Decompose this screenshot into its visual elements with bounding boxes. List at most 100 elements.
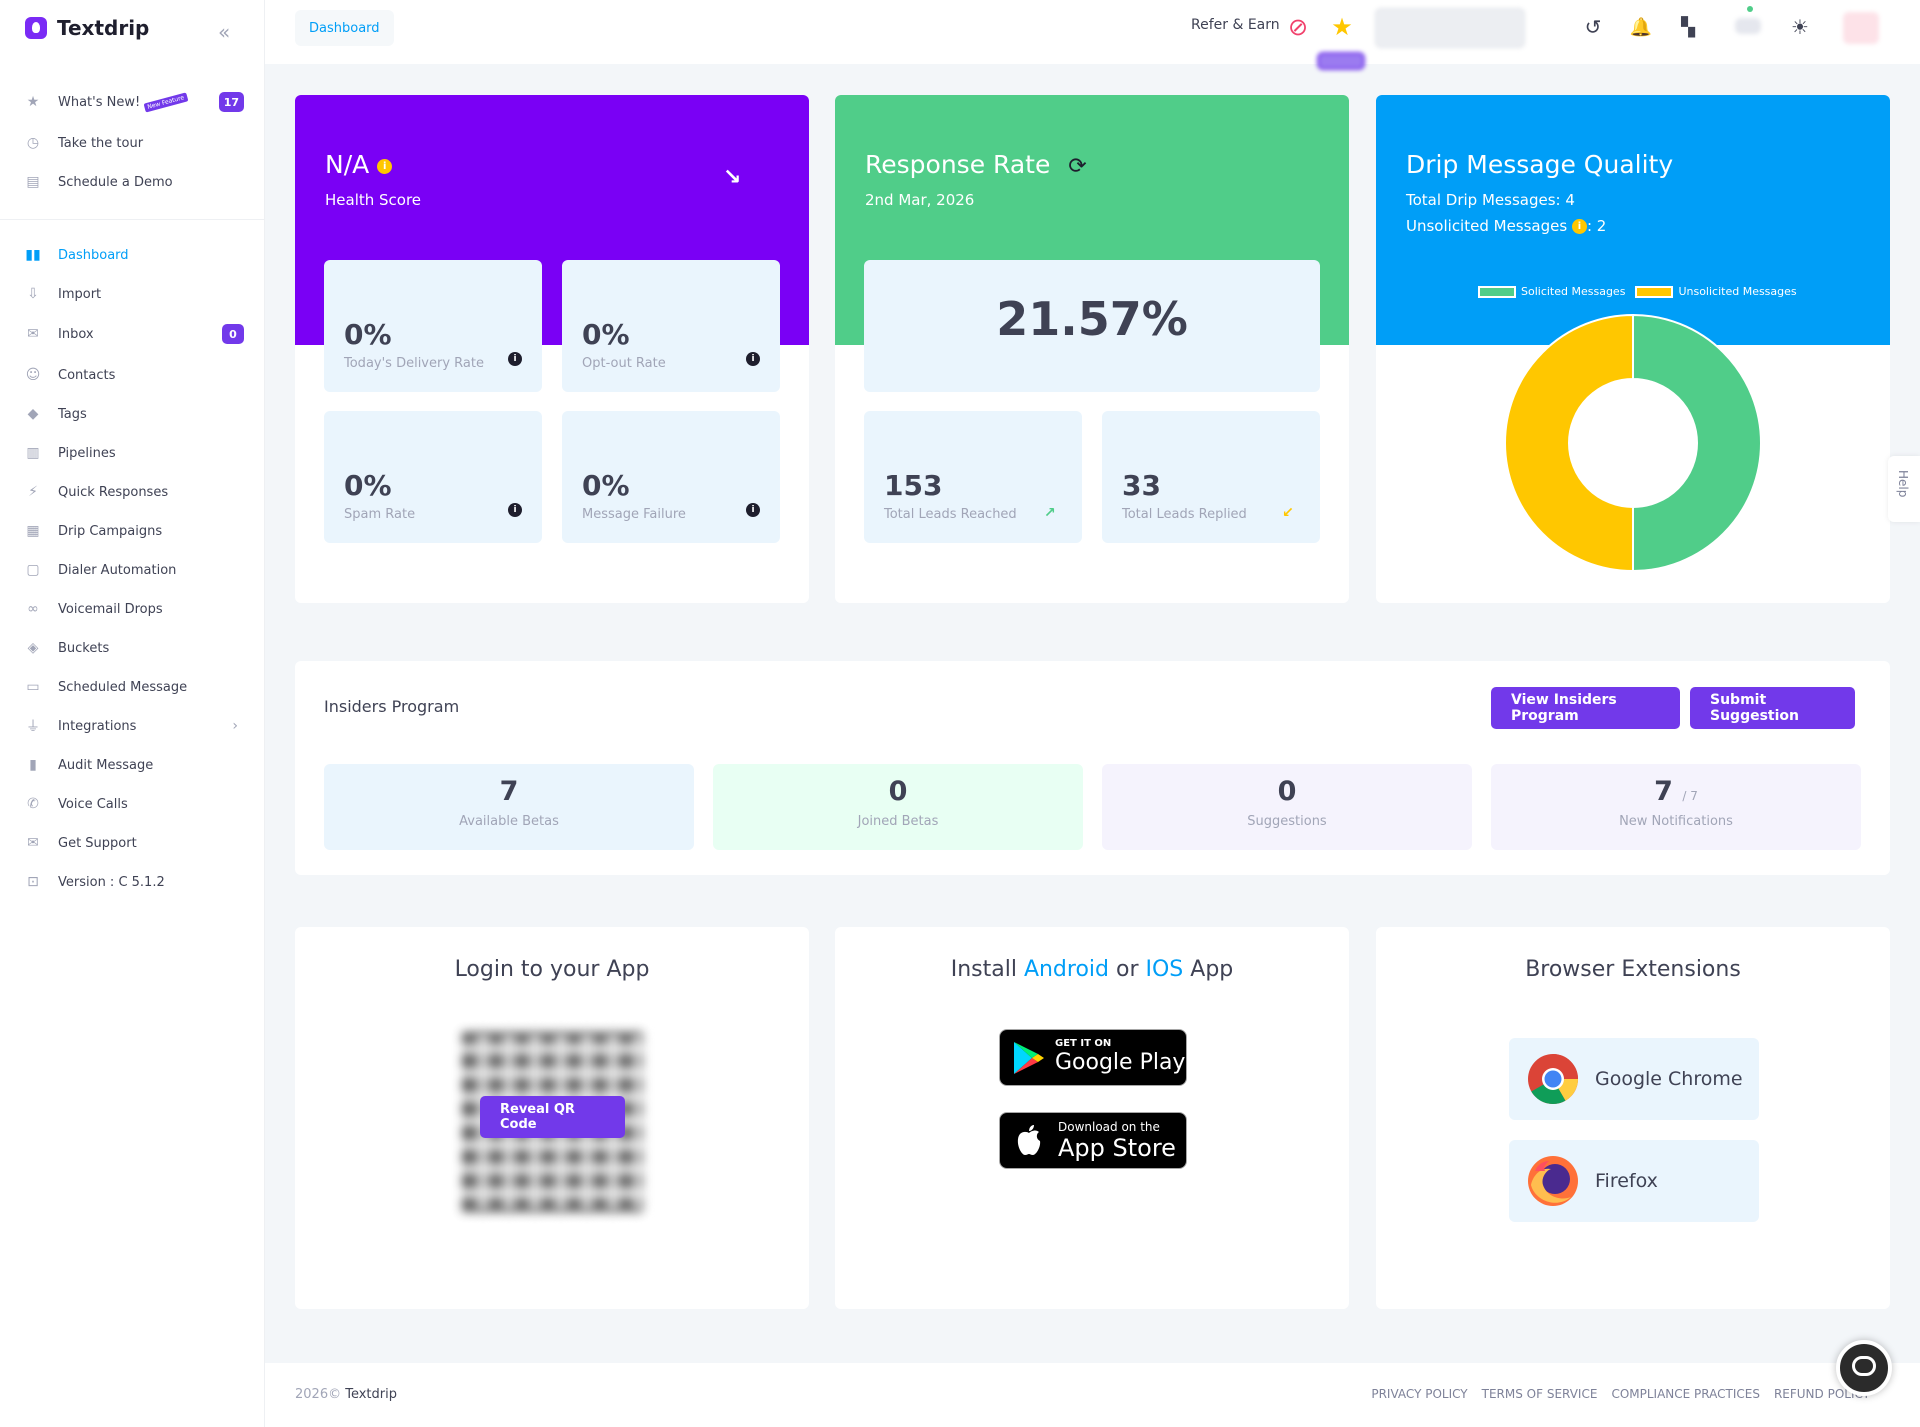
terms-link[interactable]: TERMS OF SERVICE [1481, 1387, 1598, 1401]
sidebar-item-tags[interactable]: ◆ Tags [24, 402, 244, 426]
bell-icon[interactable]: 🔔 [1629, 16, 1653, 38]
theme-sun-icon[interactable]: ☀ [1791, 15, 1809, 39]
chrome-icon [1528, 1054, 1578, 1104]
stat-value: 7 [499, 776, 519, 807]
sidebar-item-audit-message[interactable]: ▮ Audit Message [24, 753, 244, 777]
sidebar-item-label: Take the tour [58, 135, 144, 151]
sidebar-item-buckets[interactable]: ◈ Buckets [24, 636, 244, 660]
tile-label: Total Leads Replied [1122, 507, 1247, 522]
view-insiders-button[interactable]: View Insiders Program [1491, 687, 1680, 729]
sidebar-item-import[interactable]: ⇩ Import [24, 282, 244, 306]
app-store-small: Download on the [1058, 1120, 1160, 1134]
sidebar-item-inbox[interactable]: ✉ Inbox 0 [24, 322, 244, 346]
status-indicator[interactable] [1735, 18, 1761, 34]
footer-links: PRIVACY POLICY TERMS OF SERVICE COMPLIAN… [1371, 1387, 1870, 1401]
sidebar-item-label: Version : C 5.1.2 [58, 874, 165, 890]
tile-label: Spam Rate [344, 507, 416, 522]
avatar[interactable] [1843, 12, 1879, 44]
info-icon[interactable]: i [377, 158, 393, 174]
refer-earn-link[interactable]: Refer & Earn [1191, 17, 1280, 33]
sidebar-item-label: Audit Message [58, 757, 154, 773]
sidebar-item-label: Pipelines [58, 445, 116, 461]
sidebar-item-pipelines[interactable]: ▥ Pipelines [24, 441, 244, 465]
privacy-policy-link[interactable]: PRIVACY POLICY [1371, 1387, 1468, 1401]
clock-icon: ◷ [26, 135, 40, 151]
stat-label: Available Betas [459, 814, 559, 829]
health-title: N/A [325, 150, 370, 179]
legend-item-unsolicited[interactable]: Unsolicited Messages [1635, 285, 1797, 298]
chat-widget-button[interactable] [1836, 1340, 1892, 1396]
legend-item-solicited[interactable]: Solicited Messages [1478, 285, 1625, 298]
sidebar-item-integrations[interactable]: ⏚ Integrations › [24, 714, 244, 738]
breadcrumb[interactable]: Dashboard [295, 10, 394, 46]
help-label: Help [1896, 470, 1910, 498]
install-app-card: Install Android or IOS App GET IT ON Goo… [835, 927, 1349, 1309]
tag-icon: ◆ [27, 406, 39, 422]
info-icon[interactable]: i [1571, 219, 1587, 234]
refresh-icon[interactable]: ⟳ [1068, 154, 1087, 179]
sidebar-item-dashboard[interactable]: ▮▮ Dashboard [24, 243, 244, 267]
star-icon[interactable]: ★ [1331, 13, 1353, 41]
arrow-down-left-icon: ↙ [1282, 505, 1294, 521]
response-date: 2nd Mar, 2026 [865, 191, 975, 209]
drip-quality-card: Drip Message Quality Total Drip Messages… [1376, 95, 1890, 603]
info-icon[interactable]: i [508, 503, 522, 517]
sidebar-item-drip-campaigns[interactable]: ▦ Drip Campaigns [24, 519, 244, 543]
chrome-extension-link[interactable]: Google Chrome [1509, 1038, 1759, 1120]
apple-logo-icon [1017, 1125, 1041, 1155]
android-link[interactable]: Android [1023, 957, 1109, 982]
donut-slice-solicited-messages[interactable] [1632, 313, 1762, 573]
info-icon[interactable]: i [746, 352, 760, 366]
footer-brand[interactable]: Textdrip [345, 1387, 397, 1402]
donut-slice-unsolicited-messages[interactable] [1504, 313, 1634, 573]
refund-policy-link[interactable]: REFUND POLICY [1773, 1387, 1870, 1401]
google-play-badge[interactable]: GET IT ON Google Play [999, 1029, 1187, 1086]
info-icon[interactable]: i [746, 503, 760, 517]
compliance-link[interactable]: COMPLIANCE PRACTICES [1611, 1387, 1760, 1401]
message-failure-tile: 0% Message Failure i [562, 411, 780, 543]
bucket-icon: ◈ [27, 640, 39, 656]
sidebar-item-whats-new[interactable]: ★ What's New! New Feature 17 [24, 90, 244, 114]
tile-value: 0% [582, 469, 630, 502]
sidebar-item-tour[interactable]: ◷ Take the tour [24, 131, 244, 155]
sidebar-item-version: ⊡ Version : C 5.1.2 [24, 870, 244, 894]
opt-out-rate-tile: 0% Opt-out Rate i [562, 260, 780, 392]
available-betas-stat: 7 Available Betas [324, 764, 694, 850]
sidebar-item-contacts[interactable]: ☺ Contacts [24, 363, 244, 387]
blocked-icon[interactable]: ⊘ [1287, 13, 1309, 41]
sidebar-item-dialer-automation[interactable]: ▢ Dialer Automation [24, 558, 244, 582]
sidebar-item-demo[interactable]: ▤ Schedule a Demo [24, 170, 244, 194]
firefox-extension-link[interactable]: Firefox [1509, 1140, 1759, 1222]
stat-number: 7 [1654, 776, 1673, 807]
extensions-title: Browser Extensions [1525, 957, 1741, 982]
help-tab[interactable]: Help [1888, 456, 1920, 522]
tile-label: Today's Delivery Rate [344, 356, 484, 371]
brand[interactable]: Textdrip [25, 16, 149, 40]
plug-icon: ⏚ [26, 719, 40, 735]
sidebar-divider [0, 219, 265, 220]
phone-icon: ✆ [27, 796, 39, 812]
browser-extensions-card: Browser Extensions Google Chrome Firefox [1376, 927, 1890, 1309]
ios-link[interactable]: IOS [1145, 957, 1184, 982]
suggestions-stat: 0 Suggestions [1102, 764, 1472, 850]
apps-grid-icon[interactable]: ▚ [1681, 16, 1695, 38]
reveal-qr-button[interactable]: Reveal QR Code [480, 1096, 625, 1138]
info-icon[interactable]: i [508, 352, 522, 366]
sidebar-item-get-support[interactable]: ✉ Get Support [24, 831, 244, 855]
account-selector[interactable] [1375, 8, 1525, 48]
collapse-sidebar-icon[interactable]: « [218, 20, 231, 44]
app-store-badge[interactable]: Download on the App Store [999, 1112, 1187, 1169]
sidebar-item-voice-calls[interactable]: ✆ Voice Calls [24, 792, 244, 816]
title-suffix: App [1183, 957, 1234, 982]
inbox-icon: ✉ [27, 326, 39, 342]
sidebar-item-scheduled-message[interactable]: ▭ Scheduled Message [24, 675, 244, 699]
login-app-card: Login to your App Reveal QR Code [295, 927, 809, 1309]
mail-icon: ✉ [27, 835, 39, 851]
sidebar-item-quick-responses[interactable]: ⚡ Quick Responses [24, 480, 244, 504]
response-title-row: Response Rate ⟳ [865, 150, 1087, 179]
sidebar-item-voicemail-drops[interactable]: ∞ Voicemail Drops [24, 597, 244, 621]
history-icon[interactable]: ↺ [1584, 15, 1602, 39]
plan-badge[interactable] [1317, 52, 1365, 70]
submit-suggestion-button[interactable]: Submit Suggestion [1690, 687, 1855, 729]
stat-value: 0 [888, 776, 908, 807]
